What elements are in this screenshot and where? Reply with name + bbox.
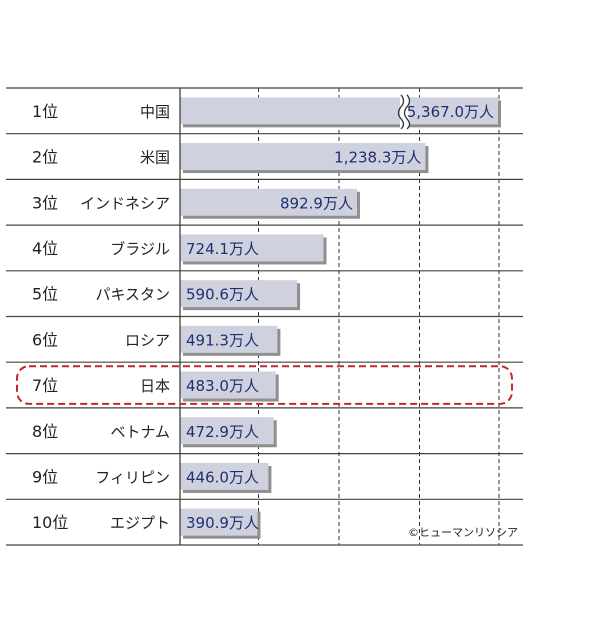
category-label: 米国 bbox=[140, 149, 170, 167]
bar-エジプト bbox=[180, 508, 258, 536]
bar-ベトナム bbox=[180, 417, 274, 445]
category-label: エジプト bbox=[110, 514, 170, 532]
highlight-box bbox=[16, 365, 513, 405]
bar-インドネシア bbox=[180, 188, 357, 216]
value-label: 446.0万人 bbox=[186, 468, 259, 486]
value-label: 491.3万人 bbox=[186, 331, 259, 349]
rank-label: 6位 bbox=[32, 330, 58, 349]
axis-break-mark bbox=[403, 94, 411, 130]
category-label: ロシア bbox=[125, 331, 170, 349]
category-label: インドネシア bbox=[80, 194, 170, 212]
category-label: ブラジル bbox=[110, 240, 170, 258]
value-label: 5,367.0万人 bbox=[407, 103, 494, 121]
rank-label: 10位 bbox=[32, 513, 68, 532]
category-label: ベトナム bbox=[110, 423, 170, 441]
bar-ブラジル bbox=[180, 234, 324, 262]
bar-ロシア bbox=[180, 325, 278, 353]
bar-米国 bbox=[180, 143, 426, 171]
value-label: 390.9万人 bbox=[186, 514, 259, 532]
value-label: 892.9万人 bbox=[280, 194, 353, 212]
rank-label: 5位 bbox=[32, 285, 58, 304]
value-label: 1,238.3万人 bbox=[334, 149, 421, 167]
bar-フィリピン bbox=[180, 462, 269, 490]
category-label: パキスタン bbox=[95, 286, 170, 304]
rank-label: 3位 bbox=[32, 193, 58, 212]
bar-日本 bbox=[180, 371, 276, 399]
rank-label: 1位 bbox=[32, 102, 58, 121]
value-label: 483.0万人 bbox=[186, 377, 259, 395]
copyright-credit: ©ヒューマンリソシア bbox=[408, 526, 518, 539]
rank-label: 2位 bbox=[32, 148, 58, 167]
bar-パキスタン bbox=[180, 280, 298, 308]
rank-label: 9位 bbox=[32, 467, 58, 486]
rank-label: 7位 bbox=[32, 376, 58, 395]
category-label: 中国 bbox=[140, 103, 170, 121]
value-label: 590.6万人 bbox=[186, 286, 259, 304]
value-label: 724.1万人 bbox=[186, 240, 259, 258]
category-label: フィリピン bbox=[95, 468, 170, 486]
value-label: 472.9万人 bbox=[186, 423, 259, 441]
bar-中国 bbox=[180, 97, 498, 125]
rank-label: 8位 bbox=[32, 422, 58, 441]
category-label: 日本 bbox=[140, 377, 170, 395]
rank-label: 4位 bbox=[32, 239, 58, 258]
axis-break-mark bbox=[397, 94, 405, 130]
